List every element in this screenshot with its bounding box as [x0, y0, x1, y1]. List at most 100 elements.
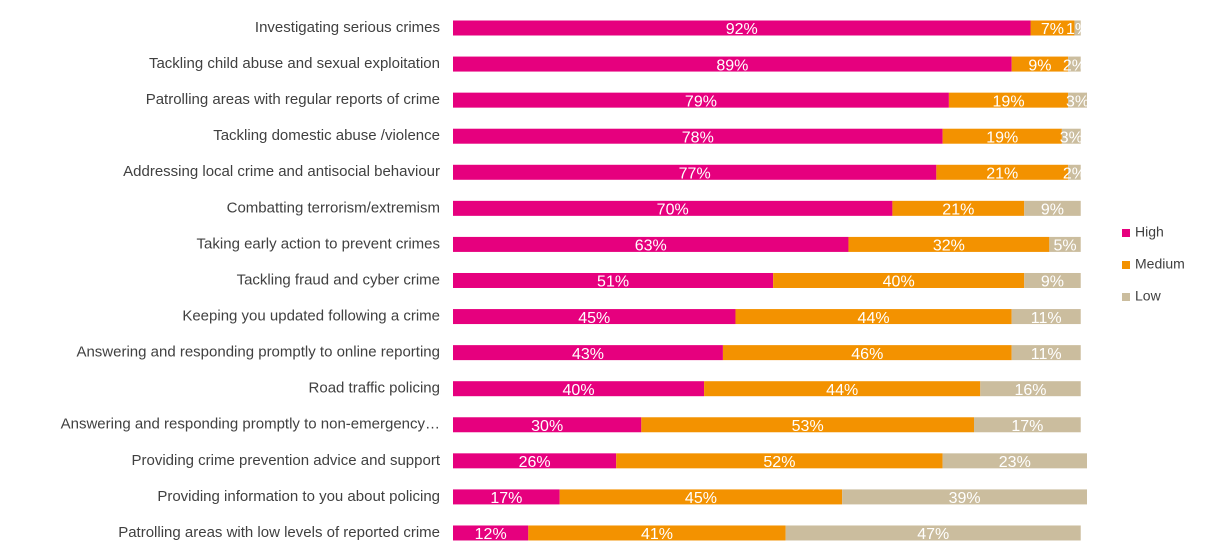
bar-segment: [948, 92, 1069, 108]
bar-segment: [453, 92, 949, 108]
value-label: 30%: [531, 418, 563, 435]
value-label: 19%: [993, 93, 1025, 110]
value-label: 17%: [490, 490, 522, 507]
category-label: Road traffic policing: [309, 380, 440, 397]
value-label: 16%: [1014, 382, 1046, 399]
bar-segment: [453, 164, 937, 180]
legend-label: Low: [1135, 288, 1162, 304]
bar-segment: [722, 345, 1012, 361]
bar-segment: [528, 525, 786, 541]
legend-swatch: [1122, 293, 1130, 301]
value-label: 79%: [685, 93, 717, 110]
bar-segment: [1011, 309, 1081, 325]
bar-segment: [453, 417, 642, 433]
bar-segment: [1068, 164, 1081, 180]
value-label: 47%: [917, 526, 949, 543]
category-label: Tackling child abuse and sexual exploita…: [149, 55, 440, 72]
value-label: 17%: [1011, 418, 1043, 435]
value-label: 12%: [475, 526, 507, 543]
bar-segment: [641, 417, 975, 433]
value-label: 63%: [635, 238, 667, 255]
bar-segment: [1011, 345, 1081, 361]
category-label: Answering and responding promptly to onl…: [76, 344, 440, 361]
bar-segment: [616, 453, 943, 469]
value-label: 43%: [572, 346, 604, 363]
bar-segment: [842, 489, 1087, 505]
bar-segment: [453, 381, 705, 397]
bar-segment: [453, 200, 893, 216]
value-label: 41%: [641, 526, 673, 543]
bar-segment: [559, 489, 843, 505]
bar-segment: [848, 236, 1050, 252]
value-label: 51%: [597, 274, 629, 291]
value-label: 77%: [679, 165, 711, 182]
bar-segment: [980, 381, 1081, 397]
value-label: 53%: [792, 418, 824, 435]
bar-segment: [704, 381, 981, 397]
category-label: Keeping you updated following a crime: [182, 308, 440, 325]
value-label: 3%: [1060, 129, 1083, 146]
category-label: Tackling domestic abuse /violence: [213, 127, 440, 144]
value-label: 32%: [933, 238, 965, 255]
value-label: 78%: [682, 129, 714, 146]
value-label: 39%: [949, 490, 981, 507]
value-label: 40%: [563, 382, 595, 399]
category-label: Providing information to you about polic…: [157, 488, 440, 505]
value-label: 45%: [578, 310, 610, 327]
category-label: Combatting terrorism/extremism: [227, 199, 440, 216]
bar-segment: [453, 525, 529, 541]
value-label: 19%: [986, 129, 1018, 146]
legend-label: Medium: [1135, 256, 1185, 272]
bar-segment: [974, 417, 1081, 433]
value-label: 9%: [1028, 57, 1051, 74]
bar-segment: [453, 489, 560, 505]
value-label: 92%: [726, 21, 758, 38]
value-label: 70%: [657, 202, 689, 219]
legend-swatch: [1122, 229, 1130, 237]
value-label: 44%: [858, 310, 890, 327]
legend-swatch: [1122, 261, 1130, 269]
bar-segment: [785, 525, 1081, 541]
bar-segment: [1074, 20, 1081, 36]
value-label: 5%: [1053, 238, 1076, 255]
value-label: 89%: [716, 57, 748, 74]
category-label: Patrolling areas with regular reports of…: [146, 91, 440, 108]
bar-segment: [453, 272, 774, 288]
bar-segment: [936, 164, 1069, 180]
value-label: 21%: [986, 165, 1018, 182]
value-label: 26%: [519, 454, 551, 471]
bar-segment: [892, 200, 1025, 216]
value-label: 9%: [1041, 274, 1064, 291]
value-label: 1%: [1066, 21, 1089, 38]
value-label: 21%: [942, 202, 974, 219]
bar-segment: [1068, 92, 1087, 108]
category-label: Addressing local crime and antisocial be…: [123, 163, 440, 180]
bar-segment: [1030, 20, 1075, 36]
value-label: 52%: [763, 454, 795, 471]
value-label: 40%: [883, 274, 915, 291]
bar-segment: [942, 128, 1062, 144]
value-label: 44%: [826, 382, 858, 399]
value-label: 23%: [999, 454, 1031, 471]
value-label: 45%: [685, 490, 717, 507]
legend-label: High: [1135, 224, 1164, 240]
bar-segment: [453, 309, 736, 325]
bar-segment: [453, 20, 1031, 36]
bar-segment: [1061, 128, 1081, 144]
value-label: 11%: [1031, 346, 1062, 363]
category-label: Answering and responding promptly to non…: [61, 416, 440, 433]
bar-segment: [1024, 272, 1081, 288]
bar-segment: [942, 453, 1087, 469]
category-label: Taking early action to prevent crimes: [197, 235, 440, 252]
value-label: 2%: [1063, 57, 1086, 74]
category-label: Patrolling areas with low levels of repo…: [118, 524, 440, 541]
value-label: 2%: [1063, 165, 1086, 182]
bar-segment: [453, 345, 723, 361]
bar-segment: [1011, 56, 1069, 72]
category-label: Tackling fraud and cyber crime: [237, 271, 440, 288]
value-label: 46%: [851, 346, 883, 363]
bar-segment: [453, 56, 1012, 72]
value-label: 3%: [1066, 93, 1089, 110]
category-label: Investigating serious crimes: [255, 19, 440, 36]
bar-segment: [1024, 200, 1081, 216]
